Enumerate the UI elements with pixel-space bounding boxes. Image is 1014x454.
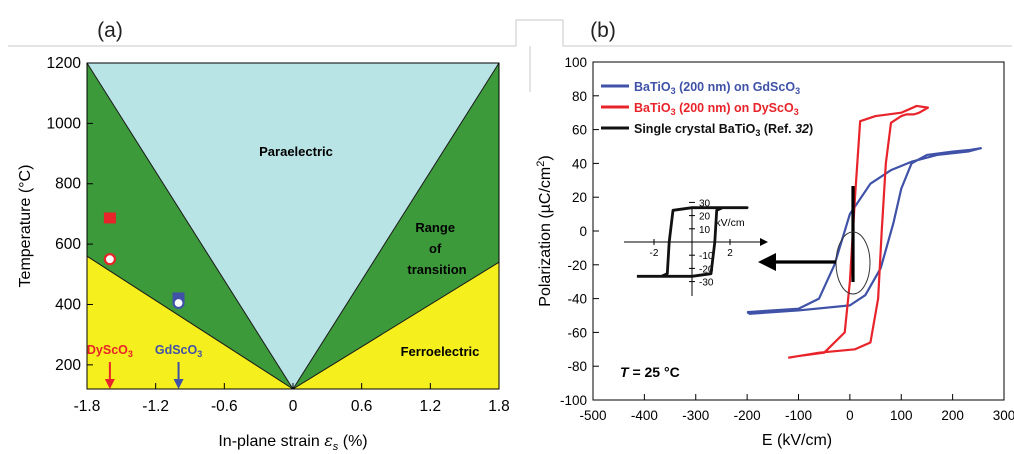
- x-tick-label: 0: [846, 408, 854, 423]
- inset-x-label: kV/cm: [715, 217, 744, 229]
- y-tick-label: 1200: [47, 55, 82, 72]
- phase-boundary-line: [292, 261, 500, 390]
- region-paraelectric: [87, 63, 499, 389]
- panel-a-label: (a): [97, 19, 123, 42]
- chart-a-regions: [87, 63, 499, 389]
- legend-label-gdsco3: BaTiO3 (200 nm) on GdScO3: [634, 80, 800, 96]
- x-tick-label: 0: [289, 398, 298, 415]
- x-tick-label: -300: [682, 408, 709, 423]
- x-tick-label: 1.2: [420, 398, 442, 415]
- x-tick-label: 300: [993, 408, 1014, 423]
- chart-b-y-axis: -100 -80 -60 -40 -20 0 20 40 60 80 100: [560, 55, 599, 408]
- y-tick-label: 20: [572, 190, 587, 205]
- y-tick-label: 800: [55, 176, 81, 193]
- temperature-annotation: T = 25 °C: [620, 364, 680, 380]
- y-tick-label: 40: [572, 156, 587, 171]
- chart-b-x-axis: -500 -400 -300 -200 -100 0 100 200 300: [579, 394, 1014, 423]
- inset-y-tick-label: 10: [699, 225, 711, 236]
- panel-b-label: (b): [590, 19, 616, 42]
- inset-y-tick-label: 30: [699, 198, 711, 209]
- x-tick-label: -1.2: [142, 398, 169, 415]
- inset-arrowhead: [758, 253, 776, 271]
- inset-x-tick-label: -2: [650, 248, 659, 259]
- chart-a-y-axis: 200 400 600 800 1000 1200: [47, 55, 93, 374]
- substrate-arrowhead: [173, 379, 184, 389]
- chart-b-series: [746, 104, 982, 359]
- legend-label-single-crystal: Single crystal BaTiO3 (Ref. 32): [634, 122, 813, 138]
- substrate-label: DyScO3: [87, 343, 133, 359]
- chart-a: -1.8 -1.2 -0.6 0 0.6 1.2 1.8 200 400 600 800 1000 1…: [17, 55, 510, 453]
- legend-label-dysco3: BaTiO3 (200 nm) on DyScO3: [634, 101, 799, 117]
- region-label-paraelectric: Paraelectric: [259, 144, 333, 159]
- x-tick-label: 0.6: [351, 398, 373, 415]
- chart-b-ylabel: Polarization (µC/cm2): [535, 155, 554, 306]
- inset-y-tick-label: -20: [699, 264, 714, 275]
- panel-frame: [8, 19, 1012, 92]
- hysteresis-loop-dysco3: [788, 104, 930, 359]
- y-tick-label: 100: [564, 55, 587, 70]
- chart-a-substrate-labels: DyScO3 GdScO3: [87, 343, 202, 389]
- chart-b-legend: BaTiO3 (200 nm) on GdScO3 BaTiO3 (200 nm…: [601, 80, 813, 138]
- substrate-arrowhead: [104, 379, 115, 389]
- y-tick-label: 200: [55, 357, 81, 374]
- x-tick-label: -400: [631, 408, 658, 423]
- inset-single-crystal: -2 2 30 20 10 -10 -20 -30 kV/cm: [624, 198, 768, 296]
- inset-x-tick-label: 2: [727, 248, 733, 259]
- y-tick-label: 600: [55, 236, 81, 253]
- data-point-circle: [172, 296, 185, 310]
- x-tick-label: -0.6: [211, 398, 238, 415]
- y-tick-label: 60: [572, 123, 587, 138]
- y-tick-label: 1000: [47, 115, 82, 132]
- inset-y-tick-label: -10: [699, 251, 714, 262]
- data-point-circle: [103, 253, 116, 266]
- inset-hysteresis-loop: [636, 206, 749, 278]
- y-tick-label: -80: [567, 359, 587, 374]
- chart-a-points: [103, 212, 185, 310]
- y-tick-label: -60: [567, 325, 587, 340]
- inset-x-axis-arrow: [760, 238, 768, 246]
- x-tick-label: 1.8: [488, 398, 510, 415]
- chart-a-x-axis: -1.8 -1.2 -0.6 0 0.6 1.2 1.8: [74, 383, 510, 415]
- x-tick-label: 200: [941, 408, 964, 423]
- x-tick-label: -500: [579, 408, 606, 423]
- hysteresis-loop-gdsco3: [746, 147, 982, 315]
- chart-b-xlabel: E (kV/cm): [762, 432, 832, 449]
- y-tick-label: 0: [579, 224, 587, 239]
- data-point-square: [103, 212, 116, 224]
- x-tick-label: -100: [785, 408, 812, 423]
- chart-b: -500 -400 -300 -200 -100 0 100 200 300 -100-80-6…: [535, 55, 1014, 449]
- inset-y-tick-label: 20: [699, 212, 711, 223]
- y-tick-label: -100: [560, 393, 587, 408]
- substrate-label: GdScO3: [155, 343, 202, 359]
- region-label-transition: Range of transition: [407, 220, 466, 277]
- x-tick-label: -200: [734, 408, 761, 423]
- y-tick-label: 80: [572, 89, 587, 104]
- region-label-ferroelectric: Ferroelectric: [401, 344, 480, 359]
- y-tick-label: -40: [567, 292, 587, 307]
- phase-boundary-line: [86, 62, 294, 390]
- x-tick-label: -1.8: [74, 398, 101, 415]
- phase-boundary-line: [86, 255, 294, 390]
- inset-y-tick-label: -30: [699, 278, 714, 289]
- chart-a-boundaries: [86, 62, 500, 390]
- y-tick-label: -20: [567, 258, 587, 273]
- chart-a-xlabel: In-plane strain εs (%): [218, 431, 367, 453]
- x-tick-label: 100: [890, 408, 913, 423]
- y-tick-label: 400: [55, 296, 81, 313]
- phase-boundary-line: [292, 62, 500, 390]
- chart-a-ylabel: Temperature (°C): [17, 165, 34, 288]
